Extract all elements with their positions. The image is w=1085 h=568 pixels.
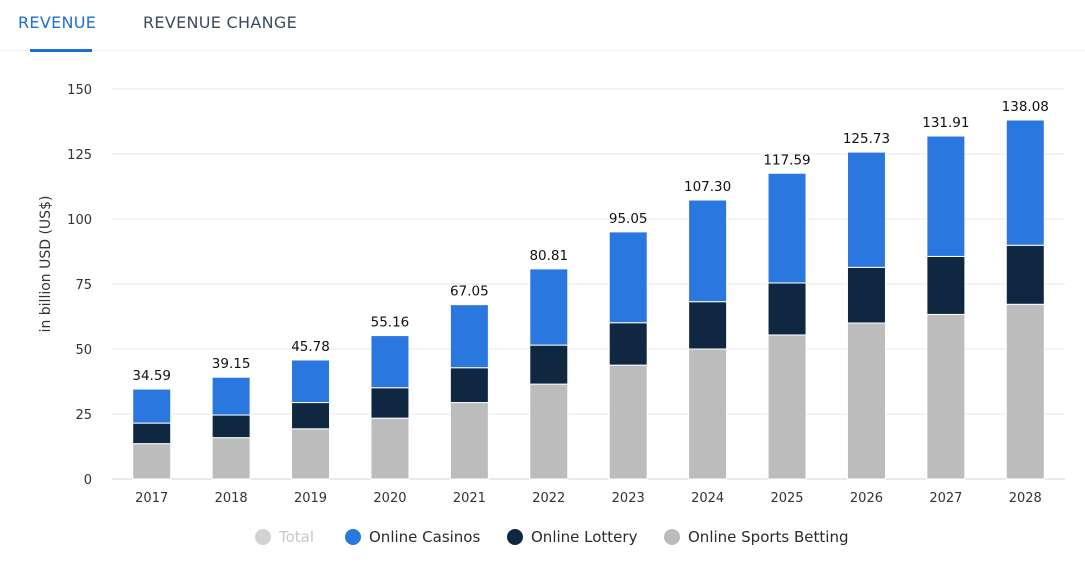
x-tick-label: 2017	[135, 491, 168, 506]
bar-segment[interactable]	[1005, 244, 1045, 305]
bars	[132, 119, 1045, 480]
bar-segment[interactable]	[291, 402, 331, 430]
total-value-label: 125.73	[843, 131, 890, 147]
bar-segment[interactable]	[608, 364, 648, 480]
revenue-chart: 0 25 50 75 100 125 150 in billion USD (US$) 20…	[38, 83, 1065, 506]
bar-segment[interactable]	[767, 282, 807, 336]
legend-item[interactable]: Online Sports Betting	[664, 528, 848, 546]
total-value-label: 45.78	[291, 339, 330, 355]
total-value-label: 39.15	[212, 356, 251, 372]
bar-segment[interactable]	[211, 376, 251, 416]
bar-segment[interactable]	[926, 313, 966, 480]
y-tick-label: 25	[75, 408, 92, 423]
x-tick-label: 2022	[532, 491, 565, 506]
gridlines	[112, 88, 1065, 480]
x-axis-ticks: 2017 2018 2019 2020 2021 2022 2023 2024 2025 2026…	[135, 491, 1042, 506]
y-tick-label: 75	[75, 278, 92, 293]
total-value-label: 34.59	[132, 368, 171, 384]
bar-segment[interactable]	[449, 367, 489, 404]
bar-segment[interactable]	[688, 348, 728, 480]
legend-dot-icon	[507, 529, 523, 545]
x-tick-label: 2028	[1009, 491, 1042, 506]
bar-segment[interactable]	[132, 388, 172, 424]
bar-segment[interactable]	[688, 199, 728, 303]
bar-segment[interactable]	[926, 255, 966, 315]
bar-segment[interactable]	[608, 231, 648, 324]
x-tick-label: 2019	[294, 491, 327, 506]
total-labels: 34.59 39.15 45.78 55.16 67.05 80.81 95.05 107.3…	[132, 99, 1049, 384]
legend: Total Online Casinos Online Lottery Online …	[0, 528, 1085, 550]
bar-segment[interactable]	[449, 304, 489, 369]
bar-segment[interactable]	[926, 135, 966, 257]
bar-segment[interactable]	[291, 428, 331, 480]
bar-segment[interactable]	[132, 443, 172, 480]
bar-segment[interactable]	[846, 266, 886, 324]
bar-segment[interactable]	[1005, 303, 1045, 480]
bar-segment[interactable]	[370, 417, 410, 480]
y-tick-label: 125	[67, 148, 92, 163]
bar-segment[interactable]	[529, 344, 569, 385]
legend-dot-icon	[664, 529, 680, 545]
bar-segment[interactable]	[132, 422, 172, 445]
bar-segment[interactable]	[688, 301, 728, 350]
x-tick-label: 2018	[215, 491, 248, 506]
bar-segment[interactable]	[211, 437, 251, 480]
legend-label: Online Casinos	[369, 528, 481, 546]
total-value-label: 131.91	[922, 115, 969, 131]
y-tick-label: 50	[75, 343, 92, 358]
y-axis-label: in billion USD (US$)	[38, 196, 54, 333]
bar-segment[interactable]	[529, 383, 569, 480]
x-tick-label: 2021	[453, 491, 486, 506]
tab-revenue-change[interactable]: REVENUE CHANGE	[143, 13, 297, 32]
total-value-label: 117.59	[763, 152, 810, 168]
legend-dot-icon	[345, 529, 361, 545]
bar-segment[interactable]	[846, 322, 886, 480]
bar-segment[interactable]	[767, 334, 807, 480]
x-tick-label: 2027	[929, 491, 962, 506]
total-value-label: 55.16	[371, 315, 410, 331]
x-tick-label: 2020	[373, 491, 406, 506]
legend-label: Online Lottery	[531, 528, 638, 546]
tab-revenue[interactable]: REVENUE	[18, 13, 97, 32]
legend-item[interactable]: Online Casinos	[345, 528, 480, 546]
bar-segment[interactable]	[449, 402, 489, 480]
legend-label: Total	[279, 528, 315, 546]
x-tick-label: 2026	[850, 491, 883, 506]
y-tick-label: 0	[84, 473, 92, 488]
x-tick-label: 2024	[691, 491, 724, 506]
x-tick-label: 2023	[612, 491, 645, 506]
legend-item[interactable]: Online Lottery	[507, 528, 637, 546]
y-tick-label: 150	[67, 83, 92, 98]
active-tab-indicator	[30, 49, 92, 52]
bar-segment[interactable]	[529, 268, 569, 346]
legend-item[interactable]: Total	[255, 528, 314, 546]
legend-label: Online Sports Betting	[688, 528, 849, 546]
tab-bar: REVENUE REVENUE CHANGE	[0, 0, 1085, 52]
bar-segment[interactable]	[370, 387, 410, 419]
bar-segment[interactable]	[291, 359, 331, 404]
bar-segment[interactable]	[767, 172, 807, 284]
y-tick-label: 100	[67, 213, 92, 228]
bar-segment[interactable]	[370, 335, 410, 389]
x-tick-label: 2025	[770, 491, 803, 506]
legend-dot-icon	[255, 529, 271, 545]
bar-segment[interactable]	[211, 414, 251, 439]
total-value-label: 138.08	[1002, 99, 1049, 115]
y-axis-ticks: 0 25 50 75 100 125 150	[67, 83, 92, 488]
total-value-label: 80.81	[529, 248, 568, 264]
total-value-label: 107.30	[684, 179, 731, 195]
total-value-label: 95.05	[609, 211, 648, 227]
bar-segment[interactable]	[1005, 119, 1045, 246]
bar-segment[interactable]	[846, 151, 886, 268]
bar-segment[interactable]	[608, 322, 648, 366]
total-value-label: 67.05	[450, 284, 489, 300]
